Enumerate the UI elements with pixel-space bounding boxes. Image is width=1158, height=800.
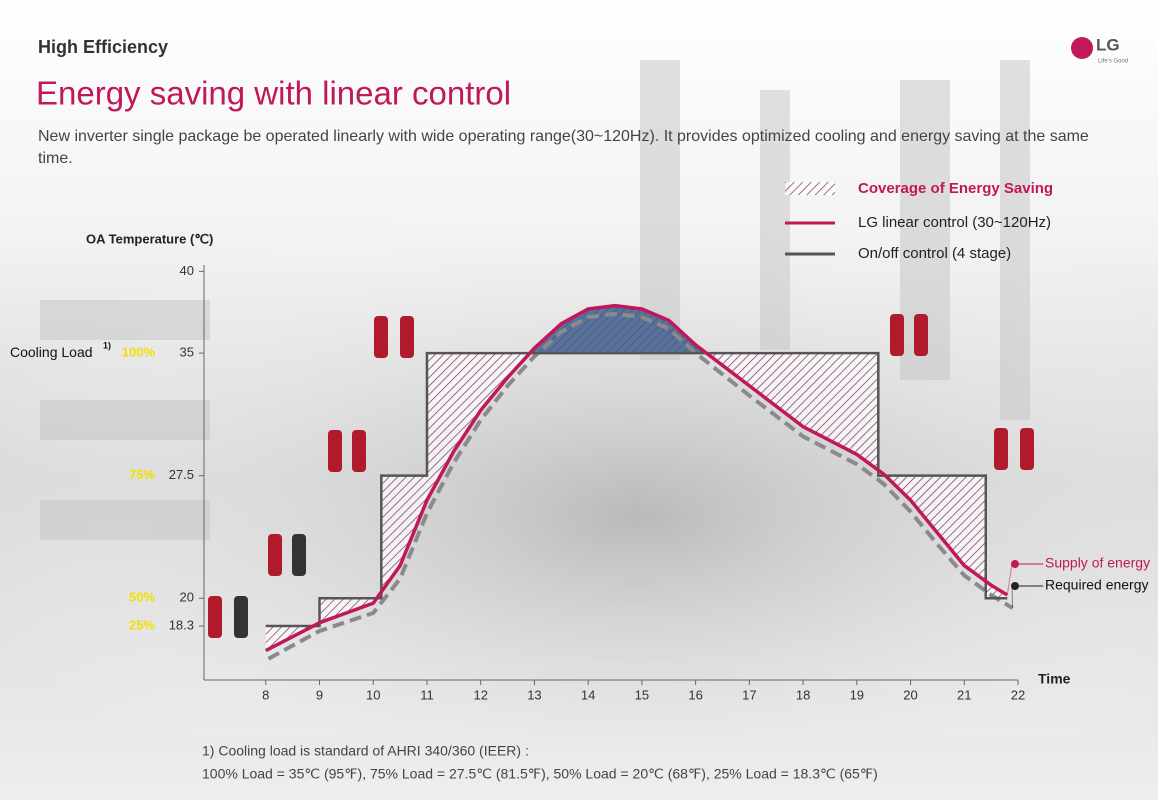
x-tick-label: 16	[688, 687, 702, 702]
legend-label: On/off control (4 stage)	[858, 245, 1011, 262]
end-label: Supply of energy	[1045, 555, 1150, 571]
y-tick-label: 35	[180, 345, 194, 360]
series-line	[267, 311, 1014, 661]
cooling-load-label: Cooling Load	[10, 344, 93, 360]
end-connector	[1011, 585, 1014, 609]
cooling-load-note: 1)	[103, 340, 111, 350]
x-tick-label: 21	[957, 687, 971, 702]
compressor-icons	[208, 314, 1034, 638]
y-tick-label: 20	[180, 590, 194, 605]
x-tick-label: 12	[473, 687, 487, 702]
x-tick-label: 14	[581, 687, 595, 702]
x-tick-label: 15	[635, 687, 649, 702]
x-tick-label: 18	[796, 687, 810, 702]
background-photo	[0, 180, 1158, 740]
x-tick-label: 19	[850, 687, 864, 702]
x-tick-label: 10	[366, 687, 380, 702]
load-label: 25%	[129, 617, 155, 632]
coverage-area	[265, 305, 1008, 651]
x-tick-label: 8	[262, 687, 269, 702]
end-label: Required energy	[1045, 577, 1149, 593]
footnote: 1) Cooling load is standard of AHRI 340/…	[202, 743, 529, 759]
x-tick-label: 13	[527, 687, 541, 702]
load-label: 75%	[129, 467, 155, 482]
x-tick-label: 9	[316, 687, 323, 702]
logo-text: LG	[1096, 35, 1120, 54]
y-axis-label: OA Temperature (℃)	[86, 231, 213, 246]
description: New inverter single package be operated …	[38, 128, 1089, 167]
footnote: 100% Load = 35℃ (95℉), 75% Load = 27.5℃ …	[202, 766, 878, 782]
legend-label: LG linear control (30~120Hz)	[858, 214, 1051, 231]
shelves	[40, 60, 1030, 540]
y-tick-label: 18.3	[169, 617, 194, 632]
x-tick-label: 11	[420, 687, 434, 702]
series-line	[265, 351, 1008, 628]
legend-label: Coverage of Energy Saving	[858, 180, 1053, 197]
end-connector	[1006, 563, 1013, 596]
x-axis-label: Time	[1038, 671, 1071, 687]
legend-swatch	[785, 182, 835, 195]
y-tick-label: 40	[180, 263, 194, 278]
x-tick-label: 17	[742, 687, 756, 702]
logo-tagline: Life's Good	[1098, 59, 1128, 65]
x-tick-label: 22	[1011, 687, 1025, 702]
description-box: New inverter single package be operated …	[38, 128, 1089, 167]
section-title: High Efficiency	[38, 37, 168, 57]
series-line	[264, 303, 1009, 653]
y-tick-label: 27.5	[169, 467, 194, 482]
x-tick-label: 20	[903, 687, 917, 702]
page-title: Energy saving with linear control	[36, 75, 511, 112]
logo-mark	[1071, 37, 1093, 59]
load-label: 100%	[122, 345, 156, 360]
load-label: 50%	[129, 590, 155, 605]
